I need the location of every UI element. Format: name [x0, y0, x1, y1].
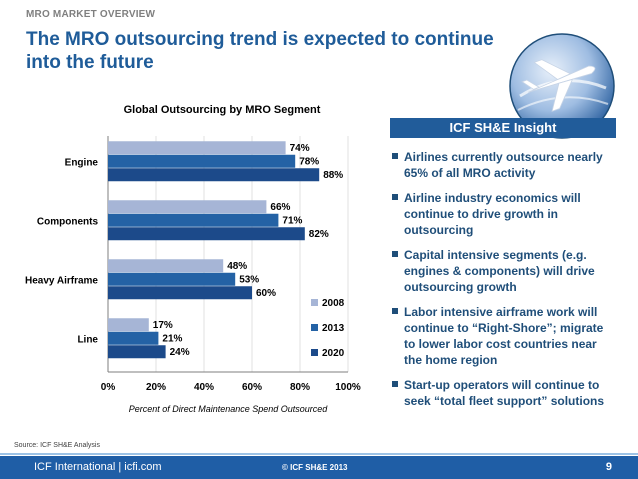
insight-bullet: Start-up operators will continue to seek…	[390, 377, 616, 409]
bar-value-label: 82%	[309, 229, 329, 240]
bar-2013-components	[108, 213, 279, 227]
x-tick-label: 80%	[290, 382, 310, 393]
section-kicker: MRO MARKET OVERVIEW	[26, 9, 156, 20]
bar-2020-line	[108, 345, 166, 359]
category-label: Engine	[65, 158, 99, 169]
bar-value-label: 71%	[282, 215, 302, 226]
insight-bullet-text: Capital intensive segments (e.g. engines…	[404, 248, 595, 294]
bullet-square-icon	[392, 308, 398, 314]
footer-copyright: © ICF SH&E 2013	[282, 463, 348, 472]
legend-label: 2020	[322, 348, 345, 359]
insight-header: ICF SH&E Insight	[390, 118, 616, 138]
bar-value-label: 66%	[270, 202, 290, 213]
bar-2013-engine	[108, 154, 296, 168]
footer-divider	[0, 453, 638, 455]
bullet-square-icon	[392, 153, 398, 159]
footer-company: ICF International | icfi.com	[34, 461, 162, 473]
bar-2008-components	[108, 200, 267, 214]
bar-2013-line	[108, 331, 159, 345]
bar-2020-heavy-airframe	[108, 286, 252, 300]
x-tick-label: 100%	[335, 382, 361, 393]
insight-bullet-text: Start-up operators will continue to seek…	[404, 378, 605, 408]
insight-bullet: Airlines currently outsource nearly 65% …	[390, 149, 616, 181]
bar-2008-heavy-airframe	[108, 259, 224, 273]
bar-value-label: 74%	[290, 143, 310, 154]
category-label: Heavy Airframe	[25, 276, 98, 287]
legend-swatch-2008	[311, 299, 318, 306]
page-title: The MRO outsourcing trend is expected to…	[26, 29, 494, 73]
bar-2020-components	[108, 227, 305, 241]
legend-label: 2008	[322, 298, 345, 309]
legend-swatch-2013	[311, 324, 318, 331]
footer-bar: ICF International | icfi.com © ICF SH&E …	[0, 456, 638, 479]
bullet-square-icon	[392, 194, 398, 200]
bar-value-label: 21%	[162, 333, 182, 344]
page-number: 9	[605, 461, 612, 473]
bar-2008-engine	[108, 141, 286, 155]
insight-bullet-text: Airline industry economics will continue…	[404, 191, 581, 237]
x-tick-label: 40%	[194, 382, 214, 393]
bar-2008-line	[108, 318, 149, 332]
x-tick-label: 20%	[146, 382, 166, 393]
legend-swatch-2020	[311, 349, 318, 356]
insight-bullet: Labor intensive airframe work will conti…	[390, 304, 616, 368]
category-label: Line	[77, 335, 98, 346]
source-note: Source: ICF SH&E Analysis	[14, 442, 100, 449]
insight-bullet: Airline industry economics will continue…	[390, 190, 616, 238]
bar-value-label: 88%	[323, 170, 343, 181]
bar-value-label: 53%	[239, 274, 259, 285]
x-tick-label: 0%	[101, 382, 116, 393]
category-label: Components	[37, 217, 99, 228]
outsourcing-bar-chart: Global Outsourcing by MRO Segment 0% 20% 40…	[25, 104, 361, 414]
insight-bullet: Capital intensive segments (e.g. engines…	[390, 247, 616, 295]
bar-2013-heavy-airframe	[108, 272, 236, 286]
bar-value-label: 17%	[153, 320, 173, 331]
x-tick-label: 60%	[242, 382, 262, 393]
legend-label: 2013	[322, 323, 345, 334]
bullet-square-icon	[392, 381, 398, 387]
bar-2020-engine	[108, 168, 320, 182]
insight-list: Airlines currently outsource nearly 65% …	[390, 140, 616, 440]
insight-bullet-text: Labor intensive airframe work will conti…	[404, 305, 604, 367]
bar-value-label: 60%	[256, 288, 276, 299]
bullet-square-icon	[392, 251, 398, 257]
insight-bullet-text: Airlines currently outsource nearly 65% …	[404, 150, 603, 180]
bar-value-label: 48%	[227, 261, 247, 272]
airplane-globe-icon	[509, 33, 615, 139]
bar-value-label: 78%	[299, 156, 319, 167]
x-axis-title: Percent of Direct Maintenance Spend Outs…	[129, 404, 329, 414]
chart-title: Global Outsourcing by MRO Segment	[124, 104, 321, 116]
bar-value-label: 24%	[170, 347, 190, 358]
